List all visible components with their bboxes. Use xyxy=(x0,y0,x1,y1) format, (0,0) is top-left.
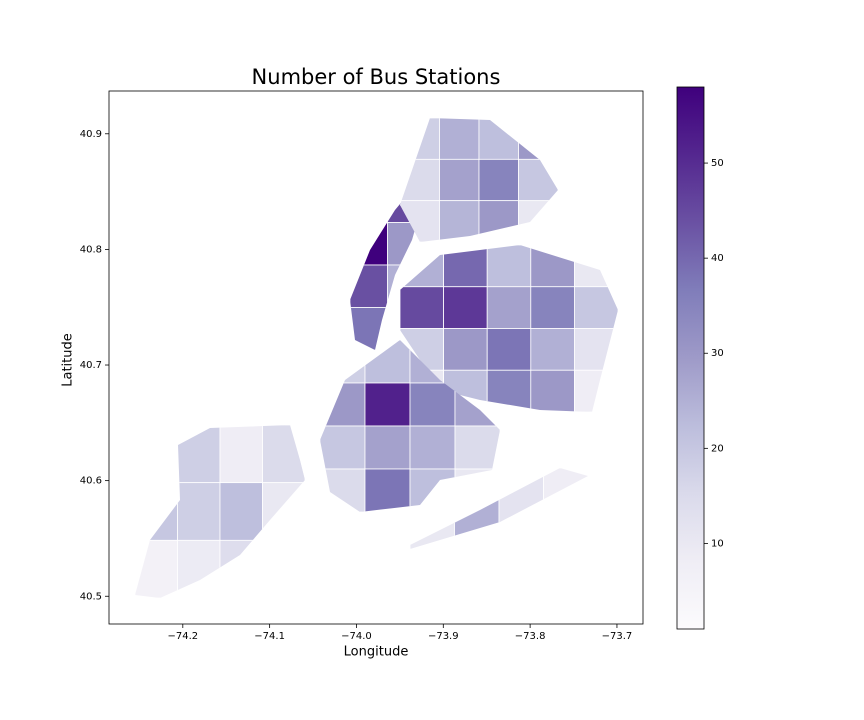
region-tile xyxy=(574,369,618,412)
region-tile xyxy=(486,245,532,288)
colorbar-tick-label: 50 xyxy=(711,158,724,169)
region-tile xyxy=(400,118,440,160)
region-tile xyxy=(219,425,263,484)
region-tile xyxy=(443,328,488,371)
y-tick-label: 40.9 xyxy=(80,129,102,140)
region-tile xyxy=(518,158,558,202)
x-tick-label: −74.2 xyxy=(167,631,198,642)
axes-frame xyxy=(108,90,644,625)
y-axis-label: Latitude xyxy=(61,333,76,387)
region-tile xyxy=(478,200,519,242)
y-tick-label: 40.5 xyxy=(80,591,102,602)
region-tile xyxy=(320,425,366,470)
region-tile xyxy=(219,482,263,541)
region-tile xyxy=(443,286,488,329)
region-tile xyxy=(530,369,575,412)
region-tile xyxy=(262,425,305,484)
y-tick-label: 40.7 xyxy=(80,360,102,371)
y-tick-label: 40.8 xyxy=(80,244,102,255)
region-tile xyxy=(350,307,388,350)
colorbar-tick-label: 40 xyxy=(711,253,724,264)
region-tile xyxy=(478,118,519,160)
region-tile xyxy=(518,200,558,242)
colorbar xyxy=(676,86,705,630)
region-tile xyxy=(400,286,444,329)
colorbar-tick-label: 30 xyxy=(711,348,724,359)
colorbar-tick-label: 10 xyxy=(711,538,724,549)
region-tile xyxy=(320,468,366,512)
region-tile xyxy=(409,468,456,512)
region-tile xyxy=(135,539,178,598)
region-tile xyxy=(498,468,544,549)
x-tick-label: −74.1 xyxy=(254,631,285,642)
region-tile xyxy=(486,328,532,371)
region-tile xyxy=(574,245,618,288)
region-tile xyxy=(439,200,480,242)
region-tile xyxy=(478,158,519,202)
region-tile xyxy=(400,158,440,202)
map xyxy=(135,118,618,598)
region-tile xyxy=(177,425,221,484)
region-tile xyxy=(177,482,221,541)
region-tile xyxy=(454,425,500,470)
region-tile xyxy=(262,539,305,598)
region-tile xyxy=(364,425,411,470)
colorbar-tick-label: 20 xyxy=(711,443,724,454)
region-tile xyxy=(409,382,456,427)
borough xyxy=(135,425,305,598)
region-tile xyxy=(262,482,305,541)
region-tile xyxy=(439,118,480,160)
region-tile xyxy=(350,222,388,266)
region-tile xyxy=(400,245,444,288)
x-tick-label: −74.0 xyxy=(341,631,372,642)
region-tile xyxy=(320,340,366,384)
region-tile xyxy=(574,286,618,329)
region-tile xyxy=(443,245,488,288)
region-tile xyxy=(486,286,532,329)
region-tile xyxy=(135,425,178,484)
region-tile xyxy=(177,539,221,598)
region-tile xyxy=(486,369,532,412)
x-tick-label: −73.8 xyxy=(515,631,546,642)
borough xyxy=(400,118,558,242)
region-tile xyxy=(364,382,411,427)
region-tile xyxy=(439,158,480,202)
region-tile xyxy=(219,539,263,598)
region-tile xyxy=(530,286,575,329)
region-tile xyxy=(135,482,178,541)
borough xyxy=(400,245,618,412)
region-tile xyxy=(350,264,388,308)
x-tick-label: −73.9 xyxy=(428,631,459,642)
x-axis-label: Longitude xyxy=(344,645,409,660)
region-tile xyxy=(530,328,575,371)
region-tile xyxy=(454,468,500,549)
x-tick-label: −73.7 xyxy=(602,631,633,642)
region-tile xyxy=(350,180,388,223)
region-tile xyxy=(530,245,575,288)
chart-title: Number of Bus Stations xyxy=(252,65,501,89)
region-tile xyxy=(320,382,366,427)
region-tile xyxy=(574,328,618,371)
region-tile xyxy=(409,425,456,470)
y-tick-label: 40.6 xyxy=(80,476,102,487)
region-tile xyxy=(364,468,411,512)
region-tile xyxy=(543,468,588,549)
region-tile xyxy=(518,118,558,160)
